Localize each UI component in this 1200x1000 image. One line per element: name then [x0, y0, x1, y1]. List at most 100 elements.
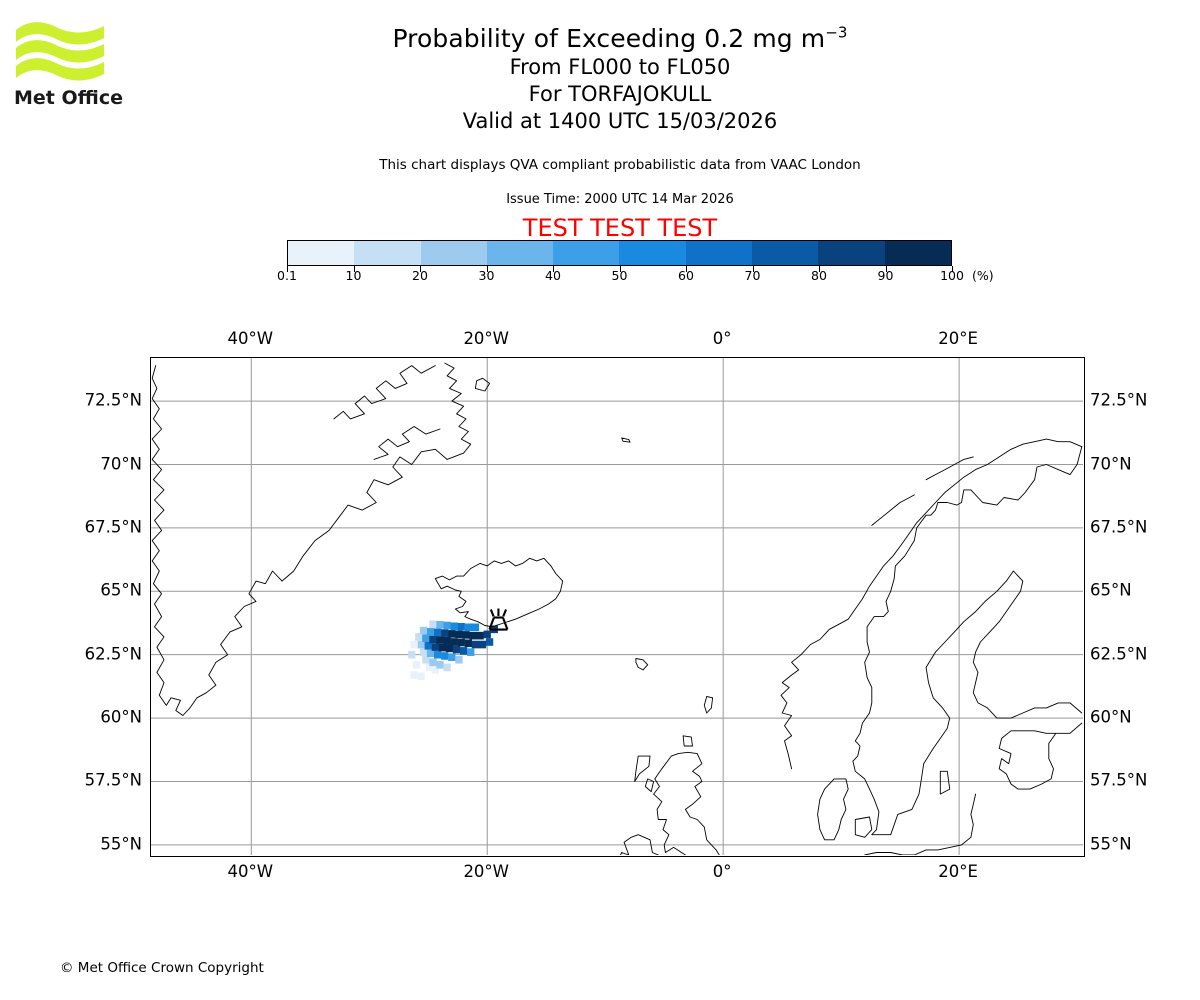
coastline-greenland-island-n	[474, 377, 491, 392]
plume-cell	[441, 652, 449, 660]
ash-plume-layer	[408, 620, 498, 681]
plume-cell	[483, 630, 491, 639]
lat-label-left-67.5°N: 67.5°N	[84, 517, 142, 537]
coastline-iceland	[434, 557, 564, 628]
colorbar-unit: (%)	[972, 268, 994, 283]
colorbar-label-30: 30	[478, 268, 495, 283]
logo-text: Met Office	[14, 87, 123, 109]
lat-label-left-65°N: 65°N	[100, 580, 142, 600]
plume-cell	[429, 658, 437, 667]
plume-cell	[469, 631, 477, 640]
coastline-outer-hebrides	[634, 755, 651, 782]
coastline-denmark	[817, 778, 849, 841]
lon-label-20°W-bottom: 20°W	[463, 862, 509, 881]
coastline-ireland	[620, 834, 659, 855]
plume-cell	[408, 650, 416, 659]
coastline-greenland	[151, 365, 465, 716]
lat-label-left-57.5°N: 57.5°N	[84, 770, 142, 790]
colorbar-tick-3	[486, 266, 488, 272]
lat-label-right-65°N: 65°N	[1090, 580, 1132, 600]
coastline-lofoten	[871, 494, 915, 526]
plume-cell	[471, 640, 480, 649]
lat-label-left-60°N: 60°N	[100, 707, 142, 727]
coastline-norway-north-islands	[925, 456, 974, 481]
plume-cell	[464, 639, 473, 648]
colorbar-segment-2	[420, 241, 487, 265]
plume-cell	[452, 645, 461, 654]
colorbar-tick-8	[819, 266, 820, 272]
met-office-logo: Met Office	[12, 18, 132, 113]
colorbar-segment-7	[752, 241, 819, 265]
lat-label-left-55°N: 55°N	[100, 834, 142, 854]
lon-label-40°W-top: 40°W	[227, 329, 274, 348]
lon-label-20°W-top: 20°W	[463, 329, 509, 348]
colorbar-gradient	[287, 240, 952, 266]
plume-cell	[419, 648, 428, 656]
lat-label-left-62.5°N: 62.5°N	[84, 644, 142, 664]
volcano-marker	[488, 608, 509, 631]
colorbar-tick-5	[619, 266, 621, 272]
plume-cell	[448, 653, 456, 662]
colorbar-segment-3	[486, 241, 554, 265]
plume-cell	[417, 672, 425, 681]
plume-cell	[429, 620, 437, 629]
plume-cell	[429, 635, 437, 644]
lon-label-20°E-bottom: 20°E	[938, 862, 978, 881]
plume-cell	[426, 628, 435, 636]
volcano-icon-right-slope	[501, 617, 509, 630]
colorbar-segment-5	[619, 241, 686, 265]
colorbar-segment-8	[818, 241, 885, 265]
plume-cell	[443, 663, 451, 672]
coastline-greenland-scoresby	[373, 426, 441, 460]
coastline-jan-mayen	[621, 437, 631, 443]
coastline-gotland	[939, 770, 951, 795]
lat-label-right-60°N: 60°N	[1090, 707, 1132, 727]
colorbar-label-60: 60	[678, 268, 694, 283]
colorbar-label-100: 100	[940, 268, 964, 283]
volcano-subtitle: For TORFAJOKULL	[528, 82, 712, 106]
plume-cell	[450, 638, 458, 646]
plume-cell	[434, 650, 442, 659]
plume-cell	[476, 631, 484, 640]
plume-cell	[467, 648, 475, 656]
coastline-greenland-ne-fjords	[333, 365, 436, 420]
flight-level-subtitle: From FL000 to FL050	[509, 55, 731, 79]
coastline-shetland	[703, 696, 714, 714]
lat-label-right-55°N: 55°N	[1090, 834, 1132, 854]
plume-cell	[441, 629, 449, 637]
plume-cell	[443, 636, 451, 645]
lon-label-20°E-top: 20°E	[938, 329, 978, 348]
plume-cell	[462, 631, 470, 639]
colorbar-tick-7	[752, 266, 754, 272]
lon-label-0°-top: 0°	[712, 329, 732, 348]
test-banner: TEST TEST TEST	[522, 214, 718, 242]
coastline-orkney	[682, 735, 693, 747]
plume-cell	[410, 640, 418, 649]
volcano-icon-eruption-left	[489, 609, 495, 617]
colorbar-segment-6	[685, 241, 753, 265]
volcano-icon-left-slope	[488, 617, 495, 630]
plume-cell	[448, 630, 456, 638]
volcano-icon-eruption-right	[502, 609, 508, 617]
colorbar-label-0.1: 0.1	[277, 268, 297, 283]
plume-cell	[455, 630, 463, 639]
plume-cell	[424, 642, 432, 650]
plume-cell	[478, 640, 487, 649]
plume-cell	[425, 663, 434, 672]
plume-cell	[485, 638, 494, 646]
lat-label-right-62.5°N: 62.5°N	[1090, 644, 1148, 664]
coastline-zealand	[854, 816, 873, 838]
plume-cell	[436, 620, 444, 629]
chart-title: Probability of Exceeding 0.2 mg m−3	[150, 24, 1090, 54]
plume-cell	[410, 671, 418, 679]
map-gridlines	[151, 358, 1083, 855]
colorbar-tick-9	[885, 266, 887, 272]
title-block: Probability of Exceeding 0.2 mg m−3 From…	[150, 24, 1090, 135]
plume-cell	[457, 638, 465, 647]
coastline-faroe	[635, 658, 649, 671]
lat-label-right-70°N: 70°N	[1090, 454, 1132, 473]
colorbar-tick-1	[353, 266, 355, 272]
colorbar-label-90: 90	[877, 268, 894, 283]
lat-label-left-70°N: 70°N	[100, 454, 142, 473]
